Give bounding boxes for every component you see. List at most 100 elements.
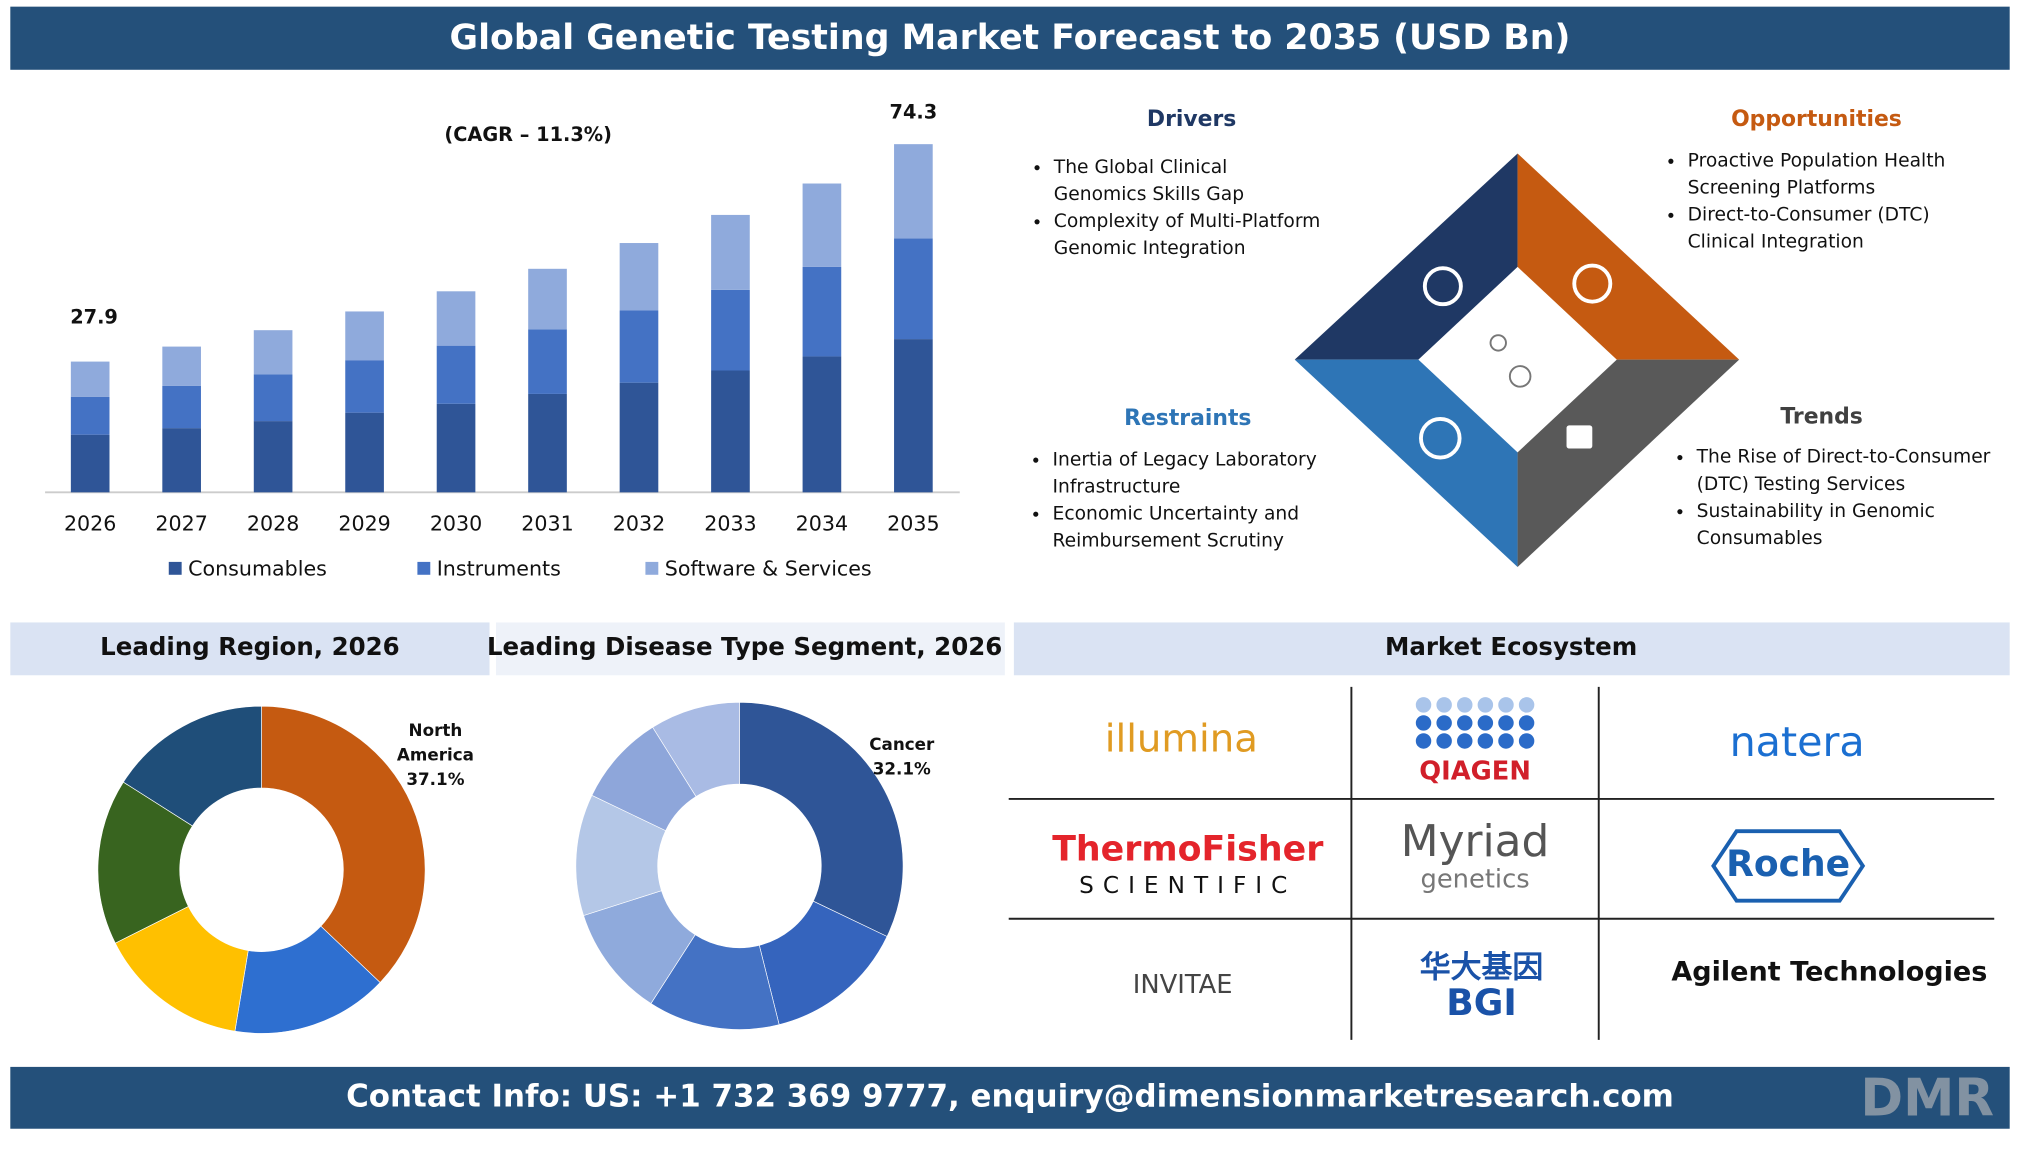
bullet-item: The Global Clinical Genomics Skills Gap — [1054, 155, 1322, 209]
x-tick-label: 2030 — [430, 512, 482, 536]
bar-segment — [802, 356, 842, 493]
quadrant — [1294, 359, 1518, 568]
text-block: North America 37.1% — [386, 719, 484, 792]
section-heading: Opportunities — [1731, 107, 1902, 132]
logo-dot — [1457, 697, 1473, 713]
bar-segment — [253, 421, 293, 493]
quadrant — [1294, 153, 1518, 360]
logo-dot — [1477, 697, 1494, 713]
x-tick-label: 2033 — [704, 512, 756, 536]
x-tick-label: 2032 — [613, 512, 665, 536]
text-block: The Global Clinical Genomics Skills GapC… — [1025, 155, 1321, 263]
slice-name: Cancer — [869, 735, 935, 756]
logo: INVITAE — [1133, 970, 1233, 1000]
bar-segment — [436, 403, 476, 493]
legend-swatch — [645, 561, 659, 575]
logo-dot — [1518, 715, 1535, 731]
text-block: Inertia of Legacy Laboratory Infrastruct… — [1024, 447, 1327, 589]
logo: 华大基因 — [1420, 949, 1544, 985]
chart-title: Leading Region, 2026 — [100, 632, 400, 661]
legend-swatch — [168, 561, 182, 575]
donut-slice — [652, 701, 740, 798]
text-block: Proactive Population Health Screening Pl… — [1659, 148, 1968, 290]
bar-segment — [345, 412, 384, 493]
logo: Agilent Technologies — [1671, 956, 1987, 987]
text-block: Inertia of Legacy Laboratory Infrastruct… — [1024, 447, 1327, 555]
section-heading: Restraints — [1124, 406, 1251, 431]
bar-segment — [345, 360, 384, 413]
grid — [1008, 686, 1995, 1040]
logo: illumina — [1105, 716, 1258, 761]
logo: Roche — [1726, 843, 1850, 885]
x-tick-label: 2034 — [796, 512, 848, 536]
text-block: North America 37.1% — [386, 719, 484, 792]
bar-segment — [162, 346, 201, 386]
logo: QIAGEN — [1419, 756, 1531, 786]
bar-segment — [528, 393, 567, 493]
bullet-list: The Rise of Direct-to-Consumer (DTC) Tes… — [1668, 445, 2003, 553]
bar-segment — [528, 268, 567, 330]
logo-sub: BGI — [1446, 982, 1517, 1024]
text-block: The Global Clinical Genomics Skills GapC… — [1025, 155, 1321, 297]
text-block: Cancer 32.1% — [853, 733, 951, 782]
legend-swatch — [417, 561, 431, 575]
section-heading: Drivers — [1147, 107, 1236, 132]
text-block: Cancer 32.1% — [853, 733, 951, 782]
icon — [1422, 266, 1463, 307]
subtitle: (CAGR – 11.3%) — [444, 123, 612, 146]
logo-dot — [1436, 733, 1452, 749]
bar-segment — [162, 385, 201, 429]
logo-dot — [1477, 715, 1494, 731]
text-block: The Rise of Direct-to-Consumer (DTC) Tes… — [1668, 445, 2003, 587]
logo-dot — [1436, 715, 1452, 731]
bar-segment — [711, 289, 750, 371]
bar-segment — [70, 434, 110, 493]
bullet-item: Inertia of Legacy Laboratory Infrastruct… — [1053, 447, 1327, 501]
logo-dot — [1498, 733, 1514, 749]
bar-segment — [619, 243, 659, 311]
logo-dot — [1415, 715, 1432, 731]
logo-dot — [1457, 715, 1473, 731]
logo-sub: SCIENTIFIC — [1079, 872, 1296, 899]
bullet-item: Proactive Population Health Screening Pl… — [1688, 148, 1969, 202]
logo-dot — [1457, 733, 1473, 749]
bullet-item: Economic Uncertainty and Reimbursement S… — [1053, 501, 1327, 555]
bar-segment — [711, 214, 750, 290]
logo-dot — [1415, 697, 1432, 713]
donut-slice — [261, 705, 426, 983]
bar-segment — [619, 382, 659, 493]
icon — [1508, 365, 1532, 388]
x-tick-label: 2026 — [64, 512, 116, 536]
title-bar — [10, 6, 2010, 70]
bar-segment — [70, 361, 110, 397]
x-tick-label: 2031 — [521, 512, 573, 536]
slice-value: 37.1% — [406, 770, 465, 790]
section-title: Market Ecosystem — [1385, 632, 1637, 661]
icon — [1566, 425, 1593, 449]
slice-name: North America — [396, 721, 474, 766]
icon — [1489, 334, 1507, 352]
slice-value: 32.1% — [872, 760, 931, 780]
bullet-item: Direct-to-Consumer (DTC) Clinical Integr… — [1688, 202, 1969, 256]
header-band — [10, 622, 490, 676]
logo: ThermoFisher — [1052, 829, 1324, 869]
logo-sub: genetics — [1420, 865, 1529, 895]
total-label: 27.9 — [70, 305, 118, 328]
bar-segment — [253, 330, 293, 375]
bar-segment — [894, 144, 933, 239]
legend-label: Software & Services — [665, 557, 872, 581]
bar-segment — [436, 345, 476, 404]
bullet-list: Proactive Population Health Screening Pl… — [1659, 148, 1968, 256]
bar-segment — [345, 311, 384, 361]
contact: Contact Info: US: +1 732 369 9777, enqui… — [346, 1078, 1674, 1114]
text-block: Proactive Population Health Screening Pl… — [1659, 148, 1968, 256]
text-block: The Rise of Direct-to-Consumer (DTC) Tes… — [1668, 445, 2003, 553]
bullet-list: Inertia of Legacy Laboratory Infrastruct… — [1024, 447, 1327, 555]
x-tick-label: 2028 — [247, 512, 299, 536]
page-title: Global Genetic Testing Market Forecast t… — [450, 18, 1571, 58]
logo-dot — [1518, 733, 1535, 749]
bar-segment — [528, 329, 567, 394]
section-heading: Trends — [1780, 405, 1862, 430]
x-tick-label: 2035 — [887, 512, 939, 536]
